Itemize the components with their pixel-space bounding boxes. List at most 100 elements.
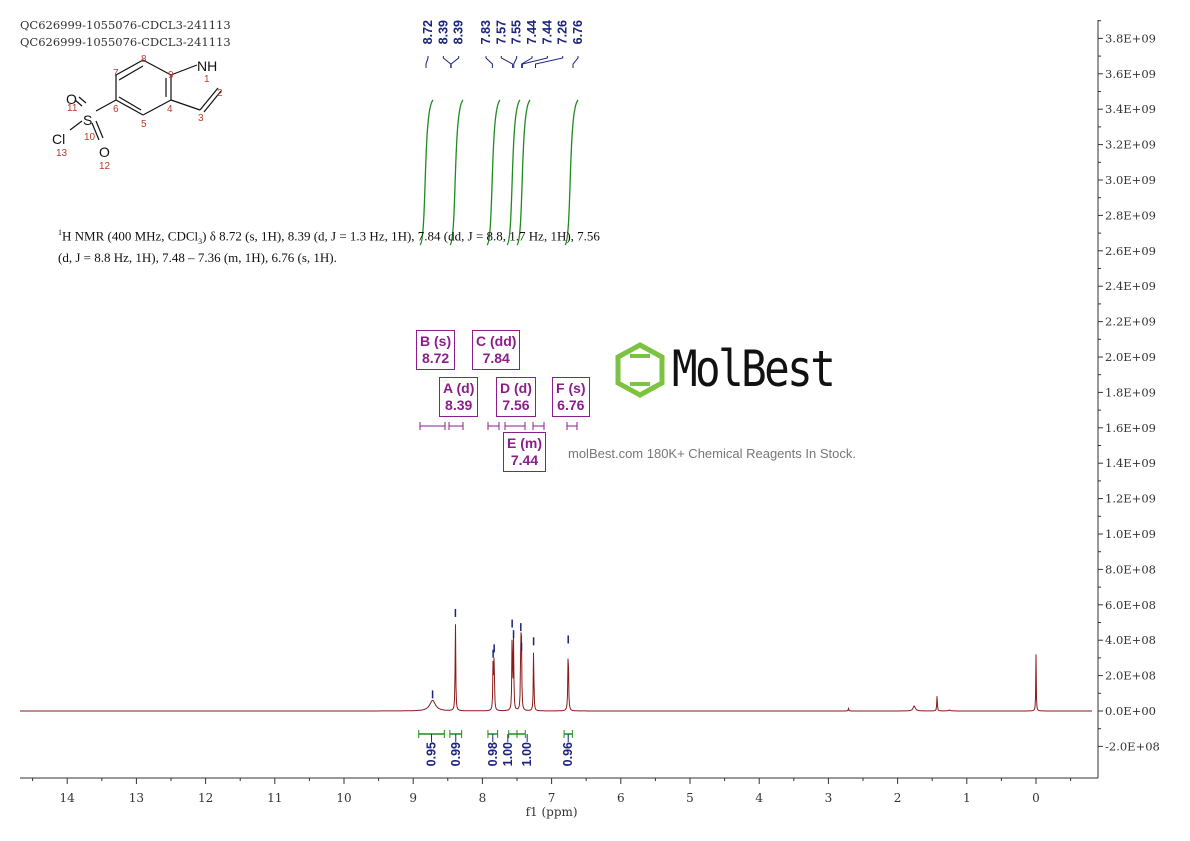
y-tick-label: 1.8E+09 xyxy=(1105,385,1156,399)
y-tick-label: 3.8E+09 xyxy=(1105,31,1156,45)
watermark-tagline: molBest.com 180K+ Chemical Reagents In S… xyxy=(568,446,856,461)
peak-label-connector xyxy=(442,56,452,68)
x-tick-label: 9 xyxy=(409,791,417,805)
multiplet-label: B (s) xyxy=(420,333,452,349)
nmr-text-line2: (d, J = 8.8 Hz, 1H), 7.48 – 7.36 (m, 1H)… xyxy=(58,249,337,265)
multiplet-label: C (dd) xyxy=(476,333,517,349)
peak-label-connector xyxy=(521,56,548,68)
molbest-logo-text: MolBest xyxy=(672,340,836,398)
x-tick-label: 1 xyxy=(963,791,971,805)
y-tick-label: 2.8E+09 xyxy=(1105,208,1156,222)
atom-number: 2 xyxy=(217,88,223,99)
peak-label: 8.72 xyxy=(421,20,435,44)
multiplet-value: 8.39 xyxy=(445,397,473,413)
multiplet-label: A (d) xyxy=(443,380,475,396)
y-tick-label: 4.0E+08 xyxy=(1105,633,1156,647)
peak-label: 8.39 xyxy=(452,20,466,44)
integral-value: 0.95 xyxy=(425,742,439,766)
atom-o11: O xyxy=(66,91,77,107)
multiplet-box-c: C (dd) 7.84 xyxy=(472,330,521,370)
peak-label: 7.44 xyxy=(540,20,554,44)
atom-number: 9 xyxy=(168,70,174,81)
peak-label-connector xyxy=(450,56,460,68)
nmr-sub: 3 xyxy=(198,236,203,246)
nmr-sup: 1 xyxy=(58,228,62,237)
multiplet-label: E (m) xyxy=(507,435,542,451)
peak-label: 7.44 xyxy=(525,20,539,44)
x-tick-label: 13 xyxy=(129,791,144,805)
peak-label-connector xyxy=(521,56,533,68)
peak-label: 7.57 xyxy=(494,20,508,44)
multiplet-label: F (s) xyxy=(556,380,586,396)
peak-label: 6.76 xyxy=(571,20,585,44)
y-tick-label: 2.0E+09 xyxy=(1105,350,1156,364)
multiplet-box-e: E (m) 7.44 xyxy=(503,432,546,472)
integral-value: 0.96 xyxy=(561,742,575,766)
integral-curve xyxy=(419,99,434,246)
y-tick-label: 3.2E+09 xyxy=(1105,138,1156,152)
y-tick-label: 1.6E+09 xyxy=(1105,421,1156,435)
peak-label-connector xyxy=(485,56,493,68)
y-tick-label: 2.0E+08 xyxy=(1105,669,1156,683)
x-tick-label: 8 xyxy=(479,791,487,805)
y-tick-label: 1.4E+09 xyxy=(1105,456,1156,470)
molbest-hexagon-icon xyxy=(615,342,665,398)
x-tick-label: 3 xyxy=(825,791,833,805)
multiplet-box-a: A (d) 8.39 xyxy=(439,377,479,417)
peak-label-connector xyxy=(425,56,429,68)
atom-nh: NH xyxy=(197,58,217,74)
integral-value: 1.00 xyxy=(520,742,534,766)
peak-label: 8.39 xyxy=(436,20,450,44)
atom-number: 10 xyxy=(84,132,96,143)
multiplet-value: 7.44 xyxy=(510,452,539,468)
x-tick-label: 14 xyxy=(60,791,76,805)
atom-cl: Cl xyxy=(52,131,65,147)
x-tick-label: 6 xyxy=(617,791,625,805)
y-tick-label: 0.0E+00 xyxy=(1105,704,1156,718)
multiplet-box-d: D (d) 7.56 xyxy=(496,377,536,417)
atom-number: 11 xyxy=(67,103,78,114)
x-tick-label: 5 xyxy=(686,791,694,805)
y-tick-label: 3.4E+09 xyxy=(1105,102,1156,116)
atom-number: 3 xyxy=(198,113,204,124)
peak-label: 7.83 xyxy=(479,20,493,44)
multiplet-value: 7.56 xyxy=(502,397,530,413)
y-tick-label: 6.0E+08 xyxy=(1105,598,1156,612)
x-tick-label: 7 xyxy=(548,791,556,805)
integral-curve xyxy=(516,99,531,246)
peak-label: 7.55 xyxy=(510,20,524,44)
molecule-structure: NH O S Cl O 1 2 3 4 5 6 7 8 9 10 11 12 1… xyxy=(52,54,223,172)
atom-number: 5 xyxy=(141,119,147,130)
multiplet-value: 6.76 xyxy=(557,397,585,413)
x-tick-label: 4 xyxy=(755,791,763,805)
multiplet-value: 8.72 xyxy=(421,350,450,366)
integral-value: 0.98 xyxy=(486,742,500,766)
integral-value: 0.99 xyxy=(449,742,463,766)
multiplet-value: 7.84 xyxy=(482,350,510,366)
atom-number: 4 xyxy=(167,104,173,115)
x-tick-label: 12 xyxy=(198,791,213,805)
y-tick-label: -2.0E+08 xyxy=(1105,739,1160,753)
peak-label-connector xyxy=(500,56,514,68)
nmr-description: 1H NMR (400 MHz, CDCl3) δ 8.72 (s, 1H), … xyxy=(58,225,658,266)
nmr-text-part2: ) δ 8.72 (s, 1H), 8.39 (d, J = 1.3 Hz, 1… xyxy=(202,228,600,244)
atom-number: 8 xyxy=(141,54,147,65)
integral-curve xyxy=(564,99,579,246)
sample-id-line-1: QC626999-1055076-CDCL3-241113 xyxy=(20,18,231,32)
y-tick-label: 2.2E+09 xyxy=(1105,315,1156,329)
nmr-text-part1: H NMR (400 MHz, CDCl xyxy=(62,228,199,244)
atom-number: 13 xyxy=(56,148,68,159)
x-axis-label: f1 (ppm) xyxy=(526,805,578,819)
integral-curve xyxy=(449,99,464,246)
atom-number: 12 xyxy=(99,161,111,172)
multiplet-label: D (d) xyxy=(500,380,532,396)
peak-label-connector xyxy=(572,56,579,68)
peak-label-connector xyxy=(535,56,564,68)
integral-curve xyxy=(506,99,521,246)
peak-label-connector xyxy=(513,56,518,68)
atom-number: 1 xyxy=(204,74,210,85)
atom-o12: O xyxy=(99,144,110,160)
atom-s: S xyxy=(83,112,92,128)
spectrum-line xyxy=(20,624,1092,712)
